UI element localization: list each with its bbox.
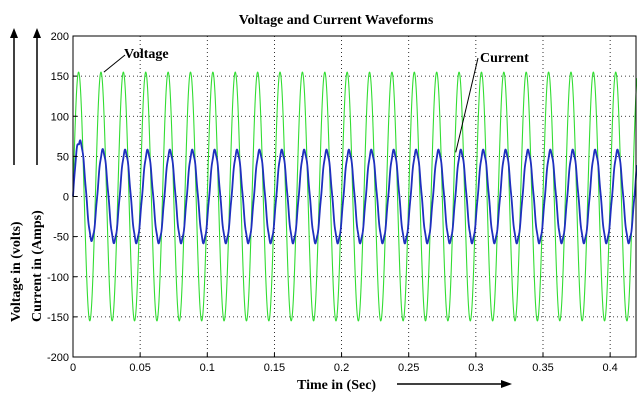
plot-area: 0 0.05 0.1 0.15 0.2 0.25 0.3 0.35 0.4 -200 -150 -1… [47,31,637,374]
y-tick-label: 150 [51,71,69,83]
x-tick-label: 0.4 [602,362,617,374]
y-tick-label: -50 [53,232,69,244]
x-tick-label: 0.05 [129,362,150,374]
y-axis-label-current: Current in (Amps) [30,210,45,322]
y-tick-label: 0 [63,192,69,204]
y-axis-label-voltage: Voltage in (volts) [9,221,24,322]
x-axis-label: Time in (Sec) [297,378,376,393]
x-tick-label: 0.25 [398,362,419,374]
y-axis-arrow-current [33,28,41,165]
y-ticks: -200 -150 -100 -50 0 50 100 150 200 [47,31,77,364]
x-tick-label: 0.2 [334,362,349,374]
current-annotation-leader [455,57,479,153]
x-tick-label: 0 [70,362,76,374]
annotations: Voltage Current [103,47,529,153]
y-tick-label: 200 [51,31,69,43]
y-tick-label: 100 [51,111,69,123]
x-tick-label: 0.15 [264,362,285,374]
x-tick-label: 0.35 [532,362,553,374]
x-tick-label: 0.3 [468,362,483,374]
y-axis-arrow-voltage [10,28,18,165]
x-ticks: 0 0.05 0.1 0.15 0.2 0.25 0.3 0.35 0.4 [70,353,618,374]
series-layer [72,71,637,322]
x-tick-label: 0.1 [200,362,215,374]
current-annotation-label: Current [480,51,529,66]
voltage-annotation-label: Voltage [124,47,169,62]
y-tick-label: -200 [47,352,69,364]
voltage-annotation-leader [103,54,126,73]
y-tick-label: -150 [47,312,69,324]
voltage-series-line [72,71,637,322]
chart-title: Voltage and Current Waveforms [239,13,434,28]
y-tick-label: 50 [57,151,69,163]
current-series-line [72,139,637,245]
x-axis-arrow [397,380,512,388]
y-tick-label: -100 [47,272,69,284]
